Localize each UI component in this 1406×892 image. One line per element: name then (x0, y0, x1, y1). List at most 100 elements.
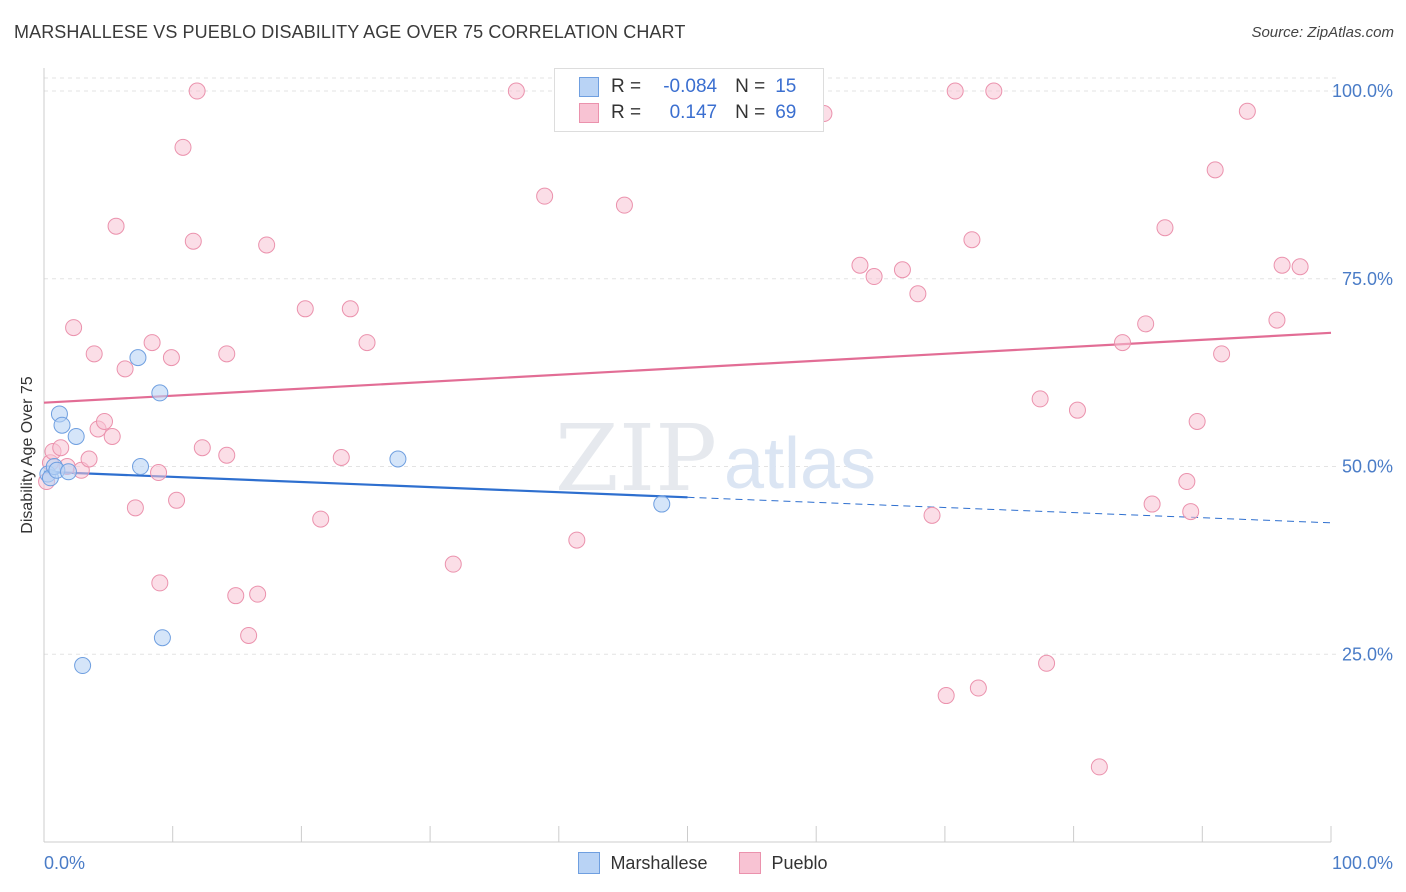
pueblo-point (615, 196, 633, 214)
chart-title: MARSHALLESE VS PUEBLO DISABILITY AGE OVE… (14, 22, 686, 42)
pueblo-point (507, 82, 525, 100)
pueblo-point (258, 236, 276, 254)
legend-row-pueblo: R = 0.147 N = 69 (579, 100, 796, 126)
pueblo-point (1273, 256, 1291, 274)
pueblo-point (1291, 258, 1309, 276)
pueblo-point (1268, 311, 1286, 329)
pueblo-point (937, 687, 955, 705)
legend-r-label: R = (611, 76, 642, 97)
marshallese-point (67, 427, 85, 445)
pueblo-point (1114, 334, 1132, 352)
pueblo-point (909, 285, 927, 303)
pueblo-point (1031, 390, 1049, 408)
pueblo-point (85, 345, 103, 363)
pueblo-point (150, 464, 168, 482)
marshallese-point (151, 384, 169, 402)
marshallese-point (653, 495, 671, 513)
legend-n-label: N = (735, 76, 766, 97)
pueblo-point (116, 360, 134, 378)
marshallese-point (389, 450, 407, 468)
pueblo-point (312, 510, 330, 528)
pueblo-point (168, 491, 186, 509)
pueblo-point (332, 448, 350, 466)
pueblo-point (1213, 345, 1231, 363)
pueblo-legend-swatch (739, 852, 762, 874)
pueblo-point (341, 300, 359, 318)
x-tick-label-min: 0.0% (44, 853, 85, 873)
watermark-atlas: atlas (724, 424, 876, 504)
marshallese-legend-swatch (578, 852, 601, 874)
pueblo-point (1143, 495, 1161, 513)
pueblo-point (851, 256, 869, 274)
x-tick-label-max: 100.0% (1332, 853, 1393, 873)
pueblo-point (227, 587, 245, 605)
legend-r-value: -0.084 (663, 76, 718, 97)
y-tick-label: 25.0% (1342, 644, 1393, 664)
tick-labels: 25.0% 50.0% 75.0% 100.0% 0.0% 100.0% (44, 81, 1393, 873)
source-label: Source: ZipAtlas.com (1251, 24, 1394, 41)
legend-row-marshallese: R = -0.084 N = 15 (579, 74, 796, 100)
pueblo-point (923, 506, 941, 524)
y-tick-label: 100.0% (1332, 81, 1393, 101)
marshallese-swatch (579, 77, 599, 97)
marshallese-point (132, 458, 150, 476)
pueblo-point (1068, 401, 1086, 419)
pueblo-point (65, 319, 83, 337)
legend-n-label: N = (735, 102, 766, 123)
pueblo-point (162, 349, 180, 367)
pueblo-point (151, 574, 169, 592)
pueblo-point (296, 300, 314, 318)
pueblo-point (358, 334, 376, 352)
correlation-legend: R = -0.084 N = 15 R = 0.147 N = 69 (554, 68, 824, 132)
pueblo-point (52, 439, 70, 457)
legend-r-label: R = (611, 102, 642, 123)
pueblo-point (174, 138, 192, 156)
pueblo-point (143, 334, 161, 352)
marshallese-point (129, 349, 147, 367)
grid-lines (44, 77, 1336, 655)
pueblo-point (240, 626, 258, 644)
pueblo-point (969, 679, 987, 697)
legend-item-marshallese[interactable]: Marshallese (578, 852, 707, 874)
pueblo-point (444, 555, 462, 573)
legend-item-pueblo[interactable]: Pueblo (739, 852, 828, 874)
series-legend: Marshallese Pueblo (0, 852, 1406, 874)
pueblo-point (865, 268, 883, 286)
marshallese-point (53, 416, 71, 434)
pueblo-point (963, 231, 981, 249)
pueblo-point (985, 82, 1003, 100)
marshallese-trend-extension (687, 496, 1332, 524)
legend-n-value: 15 (775, 76, 797, 97)
legend-n-value: 69 (775, 102, 797, 123)
pueblo-point (946, 82, 964, 100)
pueblo-point (218, 446, 236, 464)
pueblo-point (1188, 412, 1206, 430)
pueblo-point (103, 427, 121, 445)
pueblo-point (184, 232, 202, 250)
pueblo-point (218, 345, 236, 363)
pueblo-point (568, 531, 586, 549)
pueblo-swatch (579, 103, 599, 123)
pueblo-point (95, 412, 113, 430)
watermark: ZIP atlas (555, 405, 876, 512)
pueblo-point (1137, 315, 1155, 333)
pueblo-trend-line (43, 331, 1332, 404)
pueblo-point (193, 439, 211, 457)
pueblo-point (1178, 473, 1196, 491)
pueblo-point (1038, 654, 1056, 672)
pueblo-point (80, 450, 98, 468)
legend-label-pueblo: Pueblo (771, 852, 828, 873)
pueblo-point (1206, 161, 1224, 179)
y-tick-label: 50.0% (1342, 457, 1393, 477)
marshallese-point (74, 657, 92, 675)
pueblo-point (249, 585, 267, 603)
scatter-points (38, 82, 1309, 776)
pueblo-point (1156, 219, 1174, 237)
marshallese-point (153, 629, 171, 647)
legend-r-value: 0.147 (669, 102, 718, 123)
pueblo-point (893, 261, 911, 279)
pueblo-point (188, 82, 206, 100)
pueblo-point (1182, 503, 1200, 521)
axes (43, 68, 1332, 843)
